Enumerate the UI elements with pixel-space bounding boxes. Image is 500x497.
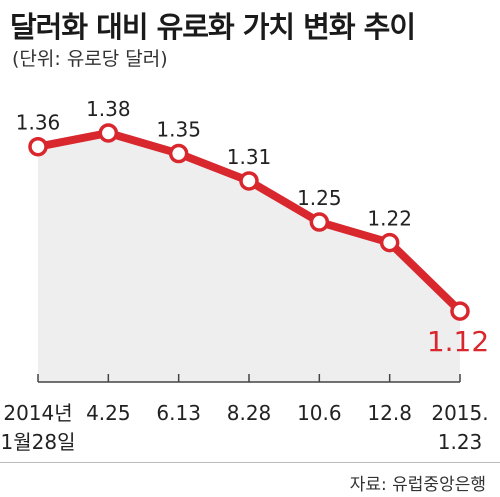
x-tick-label: 10.6 [297,401,342,425]
x-tick-label: 8.28 [227,401,272,425]
value-label: 1.31 [227,145,272,169]
value-label-highlight: 1.12 [427,325,489,358]
data-point [98,123,119,143]
data-point [239,171,259,191]
x-tick-labels: 2014년 1월28일 4.25 6.13 8.28 10.6 12.8 2015. 1.23 [1,401,489,454]
x-axis-ticks [37,374,461,382]
unit-note: (단위: 유로당 달러) [12,48,168,70]
value-label: 1.38 [86,97,131,121]
x-tick-label: 2014년 [3,401,72,425]
value-label: 1.36 [16,111,61,135]
x-tick-label: 1월28일 [1,430,76,454]
x-tick-label: 2015. [431,401,488,425]
chart-title: 달러화 대비 유로화 가치 변화 추이 [10,10,416,44]
area-fill [38,133,460,382]
x-tick-label: 4.25 [86,401,131,425]
x-tick-label: 1.23 [438,430,483,454]
x-tick-label: 12.8 [367,401,412,425]
data-point [379,232,400,253]
data-point [168,143,189,164]
data-points [28,123,470,321]
value-label: 1.25 [297,186,342,210]
data-point [309,212,330,232]
source-note: 자료: 유럽중앙은행 [349,475,486,495]
data-point [450,301,470,321]
x-tick-label: 6.13 [156,401,201,425]
footer-divider [0,462,500,463]
value-labels: 1.36 1.38 1.35 1.31 1.25 1.22 1.12 [16,97,489,358]
data-point [28,136,48,157]
value-label: 1.35 [156,118,201,142]
value-label: 1.22 [367,207,412,231]
